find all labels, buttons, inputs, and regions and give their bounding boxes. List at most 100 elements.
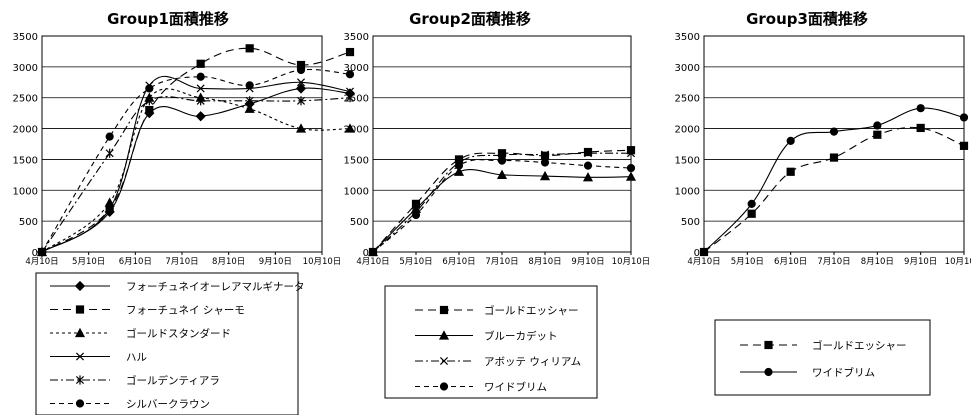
data-point	[295, 123, 307, 133]
data-point	[105, 148, 114, 158]
data-point	[699, 247, 709, 257]
legend-marker	[74, 280, 86, 292]
legend-label: ゴールドスタンダード	[126, 327, 231, 340]
data-point	[583, 149, 593, 158]
series-line	[372, 169, 632, 253]
chart-title: Group3面積推移	[746, 10, 868, 28]
x-tick-label: 8月10日	[212, 257, 245, 267]
x-tick-label: 10月10日	[945, 257, 971, 267]
y-tick-label: 2500	[344, 94, 369, 105]
data-point	[539, 170, 551, 181]
data-point	[296, 96, 306, 106]
data-point	[454, 161, 464, 170]
y-tick-label: 2000	[344, 125, 369, 136]
y-tick-label: 1000	[13, 186, 38, 197]
legend-marker	[439, 305, 449, 315]
x-tick-label: 4月10日	[25, 257, 58, 267]
x-tick-label: 8月10日	[528, 257, 561, 267]
x-tick-label: 9月10日	[904, 257, 937, 267]
plot-frame	[703, 35, 965, 253]
x-tick-label: 6月10日	[442, 257, 475, 267]
data-point	[196, 72, 205, 81]
data-point	[959, 141, 969, 150]
y-tick-label: 1500	[344, 155, 369, 166]
series-line	[41, 75, 351, 253]
data-point	[344, 123, 356, 133]
legend-marker	[439, 382, 449, 391]
series-line	[41, 87, 351, 253]
legend-label: フォーチュネイオーレアマルギナータ	[126, 281, 305, 293]
y-tick-label: 0	[363, 248, 369, 259]
y-tick-label: 3000	[675, 63, 700, 74]
x-tick-label: 5月10日	[72, 257, 105, 267]
data-point	[582, 172, 594, 182]
x-tick-label: 10月10日	[612, 257, 651, 267]
series-line	[372, 149, 632, 253]
legend-marker	[75, 305, 85, 314]
data-point	[105, 132, 114, 141]
y-tick-label: 0	[32, 248, 38, 259]
data-point	[196, 84, 205, 93]
data-point	[540, 150, 550, 159]
y-tick-label: 1500	[675, 155, 700, 166]
data-point	[625, 171, 637, 181]
data-point	[244, 103, 255, 113]
x-tick-label: 5月10日	[399, 257, 432, 267]
x-tick-label: 9月10日	[259, 257, 292, 267]
y-tick-label: 500	[350, 217, 369, 228]
data-point	[786, 167, 795, 176]
legend-label: アボッテ ウィリアム	[484, 356, 581, 368]
x-tick-label: 4月10日	[687, 257, 720, 267]
series-2	[699, 104, 969, 257]
x-tick-label: 9月10日	[571, 257, 604, 267]
y-tick-label: 2000	[675, 125, 700, 136]
data-point	[411, 210, 421, 220]
legend-marker	[439, 356, 449, 366]
chart-group3: Group3面積推移 0 500 1000 1500 2000 2500 3000 3500 4月…	[675, 10, 971, 396]
y-tick-label: 500	[19, 217, 38, 228]
data-point	[105, 204, 114, 213]
data-point	[345, 93, 355, 103]
data-point	[829, 153, 839, 162]
series-4	[37, 75, 355, 257]
x-tick-label: 10月10日	[303, 257, 342, 267]
y-tick-label: 1500	[13, 155, 38, 166]
data-point	[196, 96, 205, 106]
y-tick-label: 500	[681, 217, 700, 228]
x-tick-label: 7月10日	[485, 257, 518, 267]
y-tick-label: 2500	[675, 94, 700, 105]
legend-label: フォーチュネイ シャーモ	[126, 305, 245, 317]
series-3	[36, 88, 356, 257]
data-point	[626, 149, 636, 158]
data-point	[37, 247, 47, 257]
x-tick-label: 4月10日	[356, 257, 389, 267]
x-tick-label: 6月10日	[119, 257, 152, 267]
x-tick-label: 8月10日	[861, 257, 894, 267]
plot-frame	[41, 35, 323, 253]
x-tick-label: 7月10日	[165, 257, 198, 267]
data-point	[345, 47, 355, 57]
data-point	[245, 44, 254, 53]
data-point	[916, 104, 925, 113]
data-point	[245, 96, 254, 106]
y-tick-label: 3500	[344, 32, 369, 43]
legend-label: ゴールドエッシャー	[812, 339, 907, 352]
legend-box	[714, 319, 931, 396]
chart-title: Group2面積推移	[409, 10, 531, 28]
data-point	[296, 65, 306, 75]
data-point	[145, 105, 154, 115]
y-tick-label: 1000	[344, 186, 369, 197]
data-point	[540, 151, 550, 160]
data-point	[496, 169, 508, 179]
data-point	[873, 121, 882, 130]
y-tick-label: 3500	[675, 32, 700, 43]
legend-label: ハル	[126, 352, 147, 364]
data-point	[786, 136, 795, 146]
chart-title: Group1面積推移	[107, 10, 229, 28]
series-line	[372, 152, 632, 253]
y-tick-label: 3000	[344, 63, 369, 74]
data-point	[145, 84, 154, 93]
x-tick-label: 5月10日	[731, 257, 764, 267]
